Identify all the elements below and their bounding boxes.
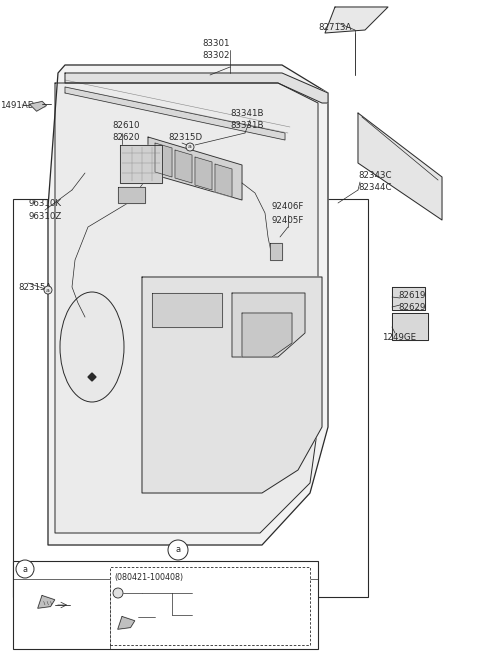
- Text: 82344C: 82344C: [358, 183, 392, 193]
- Circle shape: [16, 560, 34, 578]
- Text: 83710A: 83710A: [242, 309, 276, 318]
- Ellipse shape: [60, 292, 124, 402]
- Text: 83302: 83302: [202, 52, 229, 60]
- Polygon shape: [358, 113, 442, 220]
- Polygon shape: [88, 373, 96, 381]
- Text: 83341B: 83341B: [230, 109, 264, 117]
- Polygon shape: [120, 145, 162, 183]
- Text: 83720B: 83720B: [242, 322, 276, 331]
- Text: 83331B: 83331B: [230, 121, 264, 130]
- Text: 82315A: 82315A: [18, 282, 51, 291]
- Text: 1249GE: 1249GE: [382, 333, 416, 341]
- Text: 82315D: 82315D: [168, 134, 202, 143]
- Text: 92630A: 92630A: [72, 601, 105, 610]
- Text: a: a: [23, 565, 27, 574]
- Polygon shape: [270, 243, 282, 260]
- Polygon shape: [30, 102, 47, 111]
- Polygon shape: [392, 287, 425, 310]
- Polygon shape: [155, 143, 172, 177]
- Polygon shape: [152, 293, 222, 327]
- Text: (080421-100408): (080421-100408): [114, 573, 183, 582]
- Text: 82610: 82610: [112, 121, 140, 130]
- Text: a: a: [175, 546, 180, 555]
- Polygon shape: [65, 87, 285, 140]
- Text: 82620: 82620: [112, 134, 140, 143]
- Polygon shape: [148, 137, 242, 200]
- Polygon shape: [232, 293, 305, 357]
- Text: 18645C: 18645C: [144, 588, 176, 597]
- Polygon shape: [65, 73, 328, 103]
- Circle shape: [186, 143, 194, 151]
- Text: a: a: [46, 288, 50, 293]
- Circle shape: [168, 540, 188, 560]
- Text: 82343C: 82343C: [358, 170, 392, 179]
- Text: 82619: 82619: [398, 291, 425, 299]
- Polygon shape: [118, 616, 135, 629]
- Text: 92405F: 92405F: [272, 215, 304, 225]
- Text: 96310K: 96310K: [28, 198, 61, 208]
- Text: 92406F: 92406F: [272, 202, 304, 212]
- Polygon shape: [175, 150, 192, 183]
- Polygon shape: [38, 595, 55, 608]
- Text: 83301: 83301: [202, 39, 229, 48]
- Polygon shape: [215, 164, 232, 197]
- Circle shape: [113, 588, 123, 598]
- Text: 82713A: 82713A: [318, 22, 351, 31]
- Polygon shape: [242, 313, 292, 357]
- Polygon shape: [118, 187, 145, 203]
- Polygon shape: [392, 313, 428, 340]
- Text: 96310Z: 96310Z: [28, 212, 61, 221]
- Polygon shape: [142, 277, 322, 493]
- Text: 92660B: 92660B: [195, 608, 228, 618]
- Text: 1491AD: 1491AD: [0, 100, 35, 109]
- Polygon shape: [325, 7, 388, 33]
- Bar: [110, 567, 310, 645]
- Bar: [13, 561, 318, 649]
- Polygon shape: [55, 83, 318, 533]
- Polygon shape: [195, 157, 212, 190]
- Text: a: a: [188, 145, 192, 149]
- Text: 82629: 82629: [398, 303, 425, 312]
- Polygon shape: [48, 65, 328, 545]
- Bar: [13, 199, 368, 597]
- Text: 92650C: 92650C: [195, 591, 227, 599]
- Circle shape: [44, 286, 52, 294]
